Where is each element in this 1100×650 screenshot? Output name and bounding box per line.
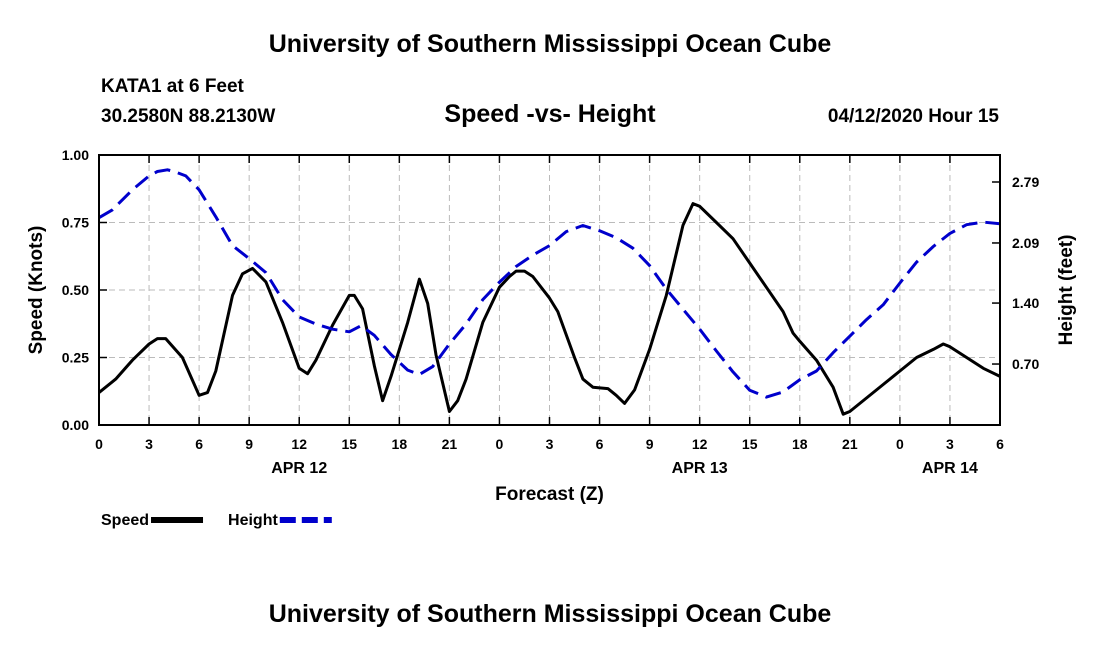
y2-axis-label: Height (feet) xyxy=(1056,235,1077,346)
y-tick-label: 0.25 xyxy=(62,350,89,366)
y-axis-label: Speed (Knots) xyxy=(26,226,47,355)
x-tick-label: 3 xyxy=(946,436,954,452)
x-axis-label: Forecast (Z) xyxy=(495,484,604,505)
page-title: University of Southern Mississippi Ocean… xyxy=(268,30,832,58)
x-tick-label: 3 xyxy=(145,436,153,452)
date-label: APR 14 xyxy=(922,460,978,477)
x-tick-label: 18 xyxy=(792,436,808,452)
station-coordinates: 30.2580N 88.2130W xyxy=(101,106,276,127)
series-layer xyxy=(98,168,1001,416)
speed-series-line xyxy=(98,202,1001,416)
legend-label-speed: Speed xyxy=(101,512,149,529)
x-tick-label: 21 xyxy=(842,436,858,452)
x-tick-label: 0 xyxy=(496,436,504,452)
chart-title: Speed -vs- Height xyxy=(444,100,656,128)
station-label: KATA1 at 6 Feet xyxy=(101,76,244,97)
x-tick-label: 15 xyxy=(341,436,357,452)
x-tick-label: 15 xyxy=(742,436,758,452)
footer-title: University of Southern Mississippi Ocean… xyxy=(268,600,832,628)
y2-tick-label: 1.40 xyxy=(1012,295,1039,311)
forecast-datetime: 04/12/2020 Hour 15 xyxy=(827,106,999,127)
axis-ticks: 0 3 6 9 12 15 18 21 0 3 6 9 12 15 18 21 0 3 6 APR 12 APR 13 A… xyxy=(62,147,1040,477)
chart-legend: Speed Height xyxy=(101,512,332,529)
x-tick-label: 9 xyxy=(245,436,253,452)
y-tick-label: 1.00 xyxy=(62,147,89,163)
x-tick-label: 21 xyxy=(442,436,458,452)
x-tick-label: 0 xyxy=(95,436,103,452)
date-label: APR 13 xyxy=(672,460,728,477)
x-tick-label: 6 xyxy=(596,436,604,452)
x-tick-label: 12 xyxy=(291,436,307,452)
x-tick-label: 0 xyxy=(896,436,904,452)
x-tick-label: 3 xyxy=(546,436,554,452)
x-tick-label: 12 xyxy=(692,436,708,452)
x-tick-label: 6 xyxy=(996,436,1004,452)
y-tick-label: 0.75 xyxy=(62,215,89,231)
y2-tick-label: 2.79 xyxy=(1012,174,1039,190)
date-label: APR 12 xyxy=(271,460,327,477)
y2-tick-label: 2.09 xyxy=(1012,235,1039,251)
x-tick-label: 6 xyxy=(195,436,203,452)
grid-lines xyxy=(99,155,1000,425)
legend-label-height: Height xyxy=(228,512,278,529)
height-series-line xyxy=(98,168,1001,399)
x-tick-label: 9 xyxy=(646,436,654,452)
y2-tick-label: 0.70 xyxy=(1012,356,1039,372)
x-tick-label: 18 xyxy=(392,436,408,452)
y-tick-label: 0.50 xyxy=(62,282,89,298)
y-tick-label: 0.00 xyxy=(62,417,89,433)
